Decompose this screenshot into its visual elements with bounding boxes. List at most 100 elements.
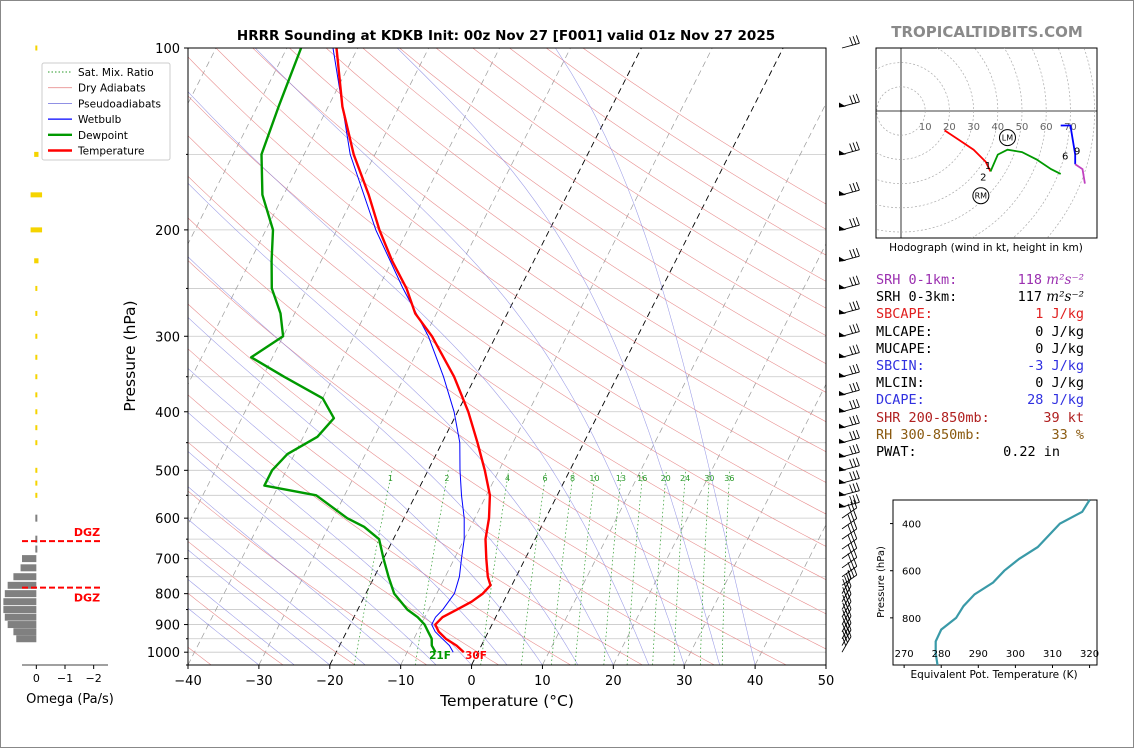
barb-flag: [839, 452, 846, 458]
barb-staff: [841, 422, 860, 429]
mixing-ratio-line: [721, 470, 731, 665]
barb-flag: [839, 190, 846, 196]
skewt-axes: −40 −30 −20 −10 0 10 20 30 40 50 100 200 300 400 500 60…: [147, 42, 834, 689]
omega-bar: [3, 598, 37, 606]
barb-feather: [855, 300, 860, 309]
barb-feather: [852, 182, 857, 192]
wind-barb: [839, 247, 860, 262]
barb-feather: [847, 621, 852, 631]
barb-feather: [852, 483, 857, 492]
barb-feather: [847, 524, 852, 534]
x-tick-label: −20: [316, 674, 343, 689]
barb-staff: [841, 389, 860, 396]
omega-tick-label: −2: [86, 672, 102, 685]
barb-feather: [852, 471, 857, 480]
stat-label: SBCAPE:: [876, 306, 933, 323]
hodo-marker-label: LM: [1002, 134, 1013, 143]
barb-flag: [839, 284, 846, 290]
stat-value: -3 J/kg: [1027, 358, 1084, 374]
dry-adiabat: [215, 48, 826, 483]
omega-bar: [13, 628, 37, 636]
y-tick-label: 1000: [147, 646, 180, 661]
barb-feather: [849, 365, 854, 375]
theta-x-tick-label: 270: [895, 649, 914, 660]
barb-staff: [841, 371, 860, 378]
stat-unit: J/kg: [1043, 375, 1084, 392]
hodo-ring-label: 10: [919, 122, 932, 133]
omega-bar: [34, 151, 39, 157]
barb-feather: [855, 482, 860, 491]
barb-feather: [855, 382, 860, 391]
barb-feather: [855, 344, 860, 353]
dry-adiabat: [188, 135, 826, 581]
isotherm: [188, 48, 500, 665]
pseudoadiabat: [188, 182, 614, 665]
barb-staff: [841, 308, 860, 314]
dry-adiabat: [188, 490, 428, 665]
barb-feather: [849, 383, 854, 393]
barb-feather: [855, 323, 860, 332]
pseudoadiabat: [188, 579, 295, 665]
pseudoadiabat: [188, 549, 330, 665]
barb-feather: [852, 324, 857, 333]
stats-panel: SRH 0-1km: 118 m²s⁻² SRH 0-3km: 117 m²s⁻² SB…: [876, 272, 1116, 461]
mixing-ratio-label: 30: [704, 474, 714, 483]
omega-x-label: Omega (Pa/s): [26, 692, 114, 707]
hodo-marker-label: RM: [975, 192, 988, 201]
barb-feather: [849, 277, 854, 286]
wind-barb: [839, 494, 860, 508]
isotherm: [258, 48, 571, 665]
hodo-segment: [944, 129, 992, 172]
hodo-ring: [876, 86, 926, 136]
stat-label: SRH 0-3km:: [876, 289, 958, 306]
barb-flag: [839, 423, 846, 429]
x-tick-label: 10: [534, 674, 551, 689]
omega-bar: [22, 555, 37, 563]
stat-value: 0.22 in: [1003, 444, 1060, 460]
barb-feather: [850, 542, 855, 551]
wind-barb: [841, 35, 860, 49]
wind-barb: [839, 93, 860, 108]
x-tick-label: −40: [174, 674, 201, 689]
pseudoadiabat: [188, 412, 472, 665]
barb-feather: [855, 429, 860, 439]
barb-feather: [849, 249, 854, 259]
stat-value: 0 J/kg: [1035, 341, 1084, 357]
theta-x-tick-label: 290: [969, 649, 988, 660]
barb-staff: [841, 331, 860, 337]
wind-barb: [841, 510, 858, 530]
mixing-ratio-label: 4: [505, 474, 510, 483]
barb-feather: [855, 182, 860, 191]
hodo-segment: [989, 148, 1062, 175]
barb-feather: [852, 217, 857, 227]
wind-barb: [839, 141, 860, 156]
mixing-ratio-line: [353, 470, 393, 665]
barb-feather: [852, 142, 857, 151]
barb-flag: [839, 466, 846, 472]
mixing-ratio-label: 24: [680, 474, 690, 483]
stat-row: MLCAPE: 0 J/kg: [876, 324, 1116, 341]
hodo-ring-label: 20: [943, 122, 956, 133]
skewt-plot-frame: [187, 47, 827, 666]
barb-staff: [841, 42, 860, 49]
x-tick-label: 0: [467, 674, 475, 689]
barb-feather: [855, 398, 860, 408]
barb-feather: [855, 275, 860, 284]
stat-unit: J/kg: [1043, 340, 1084, 357]
omega-bar: [35, 45, 38, 51]
barb-staff: [841, 465, 860, 471]
omega-bar: [35, 480, 38, 486]
wind-barb: [841, 520, 858, 540]
barb-feather: [852, 415, 857, 425]
theta-x-tick-label: 280: [932, 649, 951, 660]
barb-feather: [850, 522, 855, 532]
wind-barb: [839, 482, 860, 497]
omega-bar: [35, 535, 38, 543]
mixing-ratio-label: 13: [616, 474, 626, 483]
legend: Sat. Mix. Ratio Dry Adiabats Pseudoadiabat…: [41, 62, 171, 161]
barb-staff: [841, 189, 860, 196]
stat-row: PWAT: 0.22 in: [876, 444, 1116, 461]
barb-feather: [849, 472, 854, 481]
hodo-segment: [1060, 124, 1077, 165]
stat-label: MLCIN:: [876, 375, 925, 392]
